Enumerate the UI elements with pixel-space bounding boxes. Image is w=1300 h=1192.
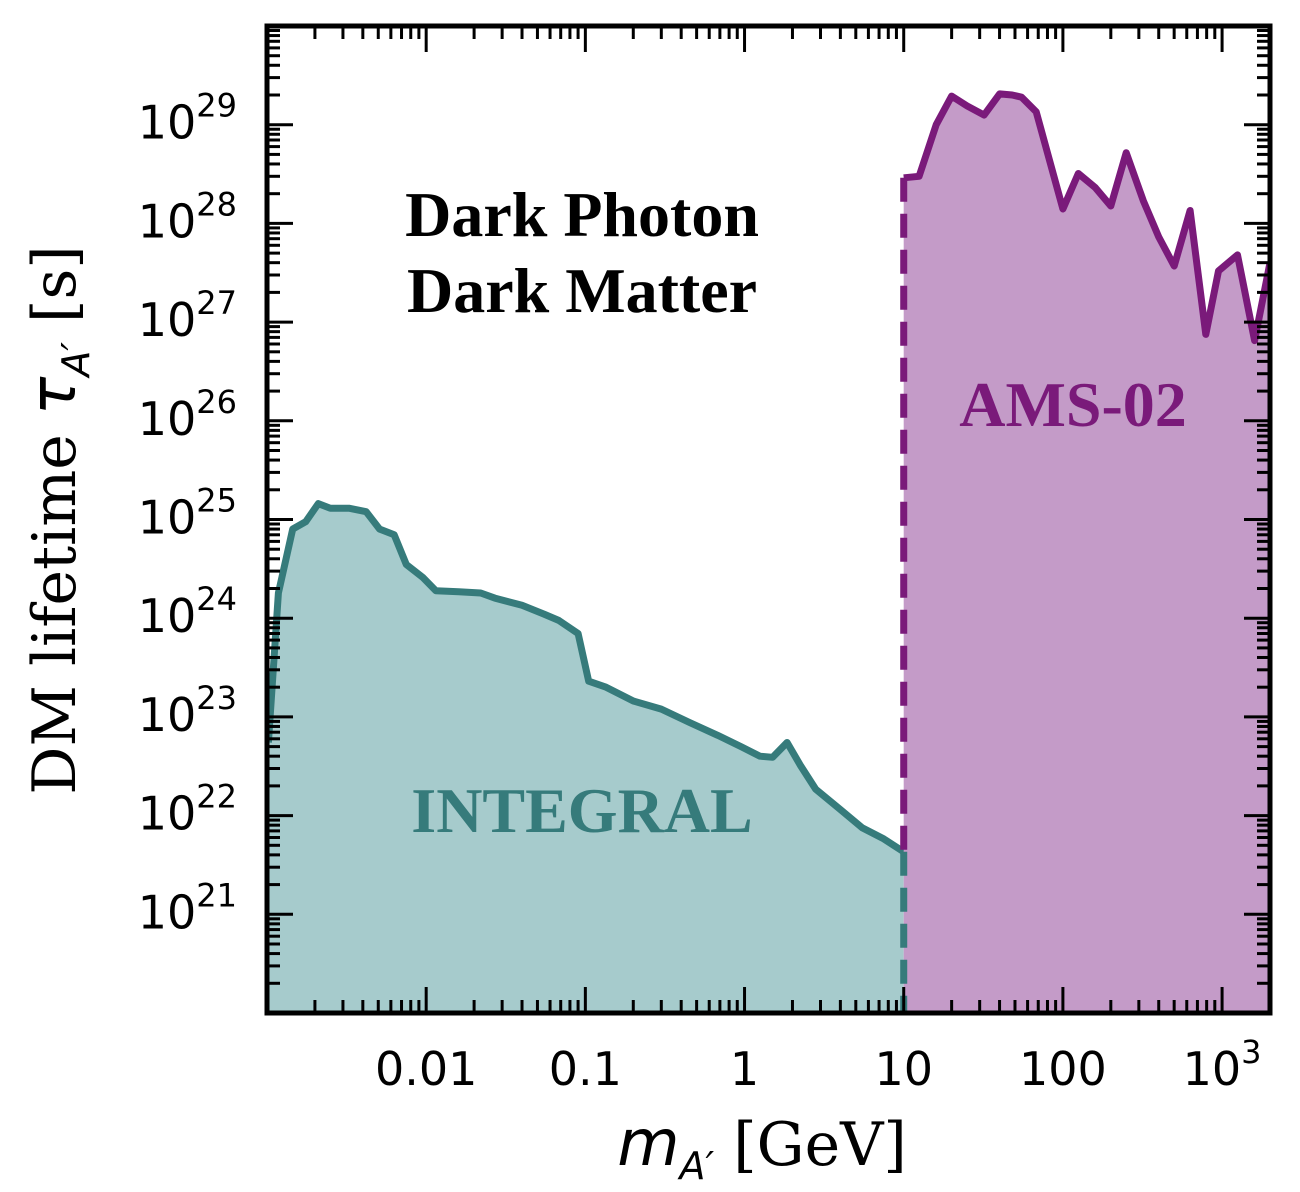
plot-frame bbox=[264, 23, 1273, 1016]
x-axis-unit: [GeV] bbox=[714, 1110, 907, 1180]
y-tick-label-0: 1021 bbox=[138, 876, 237, 939]
x-axis-sub: A′ bbox=[677, 1144, 715, 1188]
x-tick-label-4: 100 bbox=[1019, 1042, 1107, 1096]
annotation-line-1: Dark Photon bbox=[405, 179, 759, 250]
y-tick-label-8: 1029 bbox=[138, 87, 237, 150]
x-axis-title: mA′ [GeV] bbox=[617, 1107, 907, 1188]
series-fill-0 bbox=[268, 503, 904, 1013]
plot-area bbox=[267, 90, 1270, 1013]
x-tick-label-0: 0.01 bbox=[375, 1042, 477, 1096]
y-axis-prefix: DM lifetime bbox=[20, 415, 90, 794]
x-tick-label-2: 1 bbox=[730, 1042, 759, 1096]
y-tick-label-2: 1023 bbox=[138, 679, 237, 742]
y-tick-label-4: 1025 bbox=[138, 482, 237, 545]
y-axis-title: DM lifetime τA′ [s] bbox=[17, 245, 98, 794]
y-tick-label-3: 1024 bbox=[138, 580, 237, 643]
x-tick-label-5: 103 bbox=[1183, 1033, 1262, 1096]
x-axis-var: m bbox=[617, 1107, 679, 1181]
y-tick-label-6: 1027 bbox=[138, 284, 237, 347]
y-axis-var: τ bbox=[17, 376, 91, 415]
annotation-line-2: Dark Matter bbox=[407, 255, 757, 326]
x-tick-label-3: 10 bbox=[874, 1042, 933, 1096]
y-tick-label-7: 1028 bbox=[138, 185, 237, 248]
x-tick-label-1: 0.1 bbox=[549, 1042, 622, 1096]
series-fill-1 bbox=[903, 93, 1270, 1013]
tick-labels: 0.01 0.1 1 10 100 103 1021 1022 1023 1024 1025 1026… bbox=[138, 87, 1262, 1096]
series-line-0 bbox=[267, 500, 906, 855]
series-label-integral: INTEGRAL bbox=[411, 775, 752, 846]
series-label-ams02: AMS-02 bbox=[959, 369, 1187, 440]
y-tick-label-5: 1026 bbox=[138, 383, 237, 446]
y-axis-unit: [s] bbox=[20, 245, 90, 342]
y-axis-sub: A′ bbox=[54, 342, 98, 380]
y-tick-label-1: 1022 bbox=[138, 778, 237, 841]
series-line-1 bbox=[903, 90, 1270, 345]
